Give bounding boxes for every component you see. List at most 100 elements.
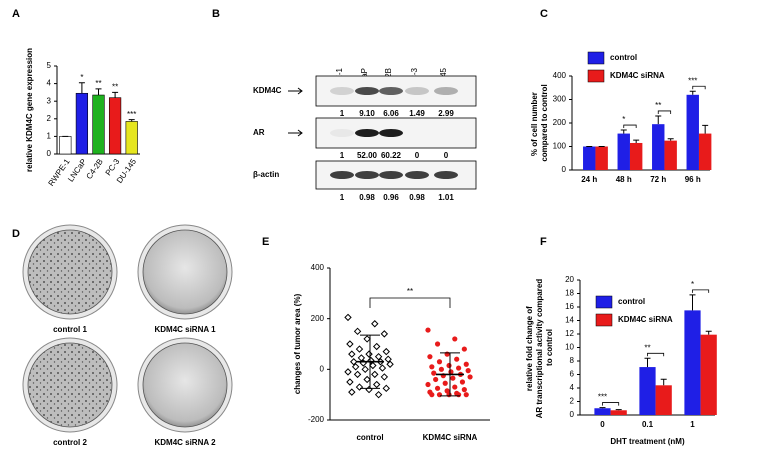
error-bar [689,294,696,311]
point [431,370,437,376]
x-tick-label: 96 h [685,175,701,184]
significance: * [622,115,625,124]
point [382,384,390,393]
bar [700,334,717,415]
y-tick-label: 200 [553,118,567,127]
blot-value: 1.49 [409,109,425,118]
point [425,327,431,333]
legend-swatch [595,313,613,327]
y-tick-label: 4 [570,383,575,392]
point [465,368,471,374]
point [344,313,352,322]
point [365,385,373,394]
bar [664,140,677,170]
point [434,341,441,347]
y-tick-label: 0 [47,149,52,158]
sd-bar [360,334,380,389]
blot-value: 1 [340,193,345,202]
significance: *** [598,393,607,402]
bar [92,94,105,155]
error-bar [599,407,606,409]
error-bar [112,91,119,98]
legend-label: KDM4C siRNA [610,71,665,80]
point [463,392,469,398]
bar [108,97,122,155]
blot-value: 9.10 [359,109,375,118]
legend-swatch [587,51,605,65]
point [444,351,450,357]
y-tick-label: 5 [47,61,52,70]
panel-letter: C [540,8,548,20]
legend-label: control [610,53,637,62]
y-tick-label: 0 [320,364,325,373]
significance: ** [407,287,413,296]
point [365,350,373,358]
blot-value: 0.98 [409,193,425,202]
point [429,392,435,398]
point [346,378,354,386]
blot-value: 0.96 [383,193,399,202]
blot-value: 0 [444,151,449,160]
row-label: AR [253,128,265,137]
error-bar [615,409,622,411]
error-bar [702,124,709,134]
blot-band [330,171,354,179]
y-tick-label: 20 [565,275,574,284]
bar [655,385,672,415]
point [376,358,385,366]
x-tick-label: RWPE-1 [47,157,72,188]
error-bar [128,119,135,122]
error-bar [78,82,85,94]
panel-letter: D [12,228,20,240]
point [446,392,452,398]
x-tick-label: KDM4C siRNA [423,433,478,442]
blot-value: 1.01 [438,193,454,202]
bar [59,136,72,155]
blot-box [315,117,477,149]
point [433,376,439,383]
bar [652,124,665,170]
point [367,356,375,365]
point [372,380,381,389]
point [461,387,467,393]
point [436,392,443,398]
legend-swatch [595,295,613,309]
point [363,335,371,343]
point [384,355,392,363]
row-label: β-actin [253,170,279,179]
bar [75,92,89,155]
y-tick-label: 16 [565,302,574,311]
y-tick-label: 14 [565,316,574,325]
blot-band [434,171,458,179]
legend-label: control [618,297,645,306]
y-tick-label: 10 [565,343,574,352]
x-tick-label: control [356,433,383,442]
x-tick-label: 0.1 [642,420,654,429]
x-tick-label: 72 h [650,175,666,184]
point [380,330,389,338]
x-tick-label: 24 h [581,175,597,184]
blot-band [355,171,379,179]
point [361,365,369,374]
point [382,347,390,356]
point [363,375,371,384]
significance: ** [644,343,650,352]
x-tick-label: 48 h [616,175,632,184]
blot-value: 60.22 [381,151,402,160]
dish-label: control 1 [53,325,87,334]
blot-value: 1 [340,151,345,160]
error-bar [660,378,667,386]
error-bar [633,139,640,143]
point [436,359,443,365]
point [371,320,379,328]
y-axis-label: relative KDM4C gene expression [25,48,34,172]
significance-bracket [692,85,706,90]
blot-band [379,87,403,95]
point [438,366,444,372]
significance: *** [688,76,697,85]
y-tick-label: 100 [553,142,567,151]
bar [698,133,712,170]
blot-value: 0.98 [359,193,375,202]
y-axis-label: changes of tumor area (%) [293,293,302,394]
point [467,374,473,380]
